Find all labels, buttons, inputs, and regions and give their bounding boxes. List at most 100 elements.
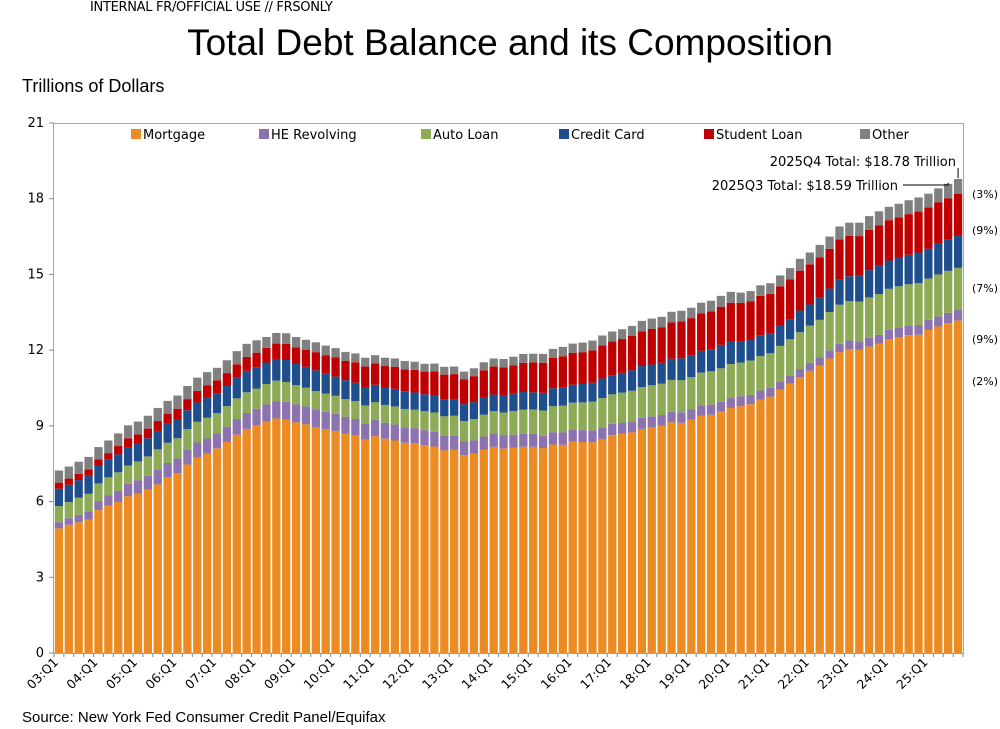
bar-segment-mortgage xyxy=(845,349,854,653)
bar-segment-he-revolving xyxy=(193,442,202,458)
bar-segment-student-loan xyxy=(242,356,251,371)
y-tick-label: 0 xyxy=(36,646,44,661)
bar-segment-he-revolving xyxy=(64,518,73,525)
x-tick-label: 09:Q1 xyxy=(261,655,298,692)
bar-segment-he-revolving xyxy=(924,319,933,330)
bar-segment-auto-loan xyxy=(400,408,409,428)
bar-segment-student-loan xyxy=(459,379,469,405)
bar-stack xyxy=(252,340,261,653)
annotation-q3-total: 2025Q3 Total: $18.59 Trillion xyxy=(712,179,898,194)
bar-segment-auto-loan xyxy=(84,493,93,512)
bar-segment-other xyxy=(420,363,429,372)
bar-segment-mortgage xyxy=(74,522,83,653)
bar-segment-he-revolving xyxy=(173,458,182,474)
bar-segment-credit-card xyxy=(262,362,271,384)
bar-stack xyxy=(430,363,439,653)
bar-segment-auto-loan xyxy=(815,319,824,358)
bar-segment-other xyxy=(934,188,943,203)
bar-segment-he-revolving xyxy=(657,415,666,426)
bar-segment-auto-loan xyxy=(114,472,123,491)
bar-segment-auto-loan xyxy=(538,410,548,436)
bar-stack xyxy=(193,377,202,653)
bar-stack xyxy=(153,407,162,653)
bar-stack xyxy=(212,367,222,653)
bar-segment-mortgage xyxy=(499,448,508,653)
bar-segment-mortgage xyxy=(232,434,241,653)
bar-segment-credit-card xyxy=(232,377,241,399)
bar-segment-student-loan xyxy=(845,235,854,277)
bar-segment-auto-loan xyxy=(687,377,696,410)
bar-segment-credit-card xyxy=(361,386,370,406)
y-axis-units-label: Trillions of Dollars xyxy=(22,76,165,96)
bar-stack xyxy=(538,353,548,653)
bar-stack xyxy=(785,268,795,653)
bar-stack xyxy=(331,348,340,653)
bar-segment-student-loan xyxy=(825,248,834,289)
bar-segment-he-revolving xyxy=(884,329,894,340)
bar-segment-other xyxy=(944,183,953,199)
bar-segment-other xyxy=(370,355,380,364)
bar-segment-other xyxy=(716,295,726,307)
bar-segment-credit-card xyxy=(509,393,518,411)
legend-item-credit-card: Credit Card xyxy=(559,128,645,143)
bar-segment-auto-loan xyxy=(736,362,745,397)
bar-segment-auto-loan xyxy=(380,404,390,423)
bar-stack xyxy=(450,366,459,653)
bar-segment-he-revolving xyxy=(914,324,923,335)
x-tick-label: 13:Q1 xyxy=(419,655,456,692)
bar-segment-auto-loan xyxy=(282,381,291,402)
bar-segment-student-loan xyxy=(133,434,143,444)
bar-segment-he-revolving xyxy=(934,316,943,327)
legend-item-mortgage: Mortgage xyxy=(131,128,205,143)
legend-label: Auto Loan xyxy=(433,128,499,143)
bar-segment-student-loan xyxy=(440,374,449,400)
bar-segment-student-loan xyxy=(538,362,548,393)
bar-segment-credit-card xyxy=(934,243,943,275)
bar-segment-mortgage xyxy=(588,442,597,653)
bar-stack xyxy=(795,258,805,653)
x-tick-label: 25:Q1 xyxy=(893,655,930,692)
bar-segment-mortgage xyxy=(380,438,390,653)
bar-segment-he-revolving xyxy=(815,357,824,366)
bar-segment-mortgage xyxy=(351,435,360,653)
bar-segment-credit-card xyxy=(736,341,745,363)
bar-segment-mortgage xyxy=(855,349,864,653)
bar-segment-auto-loan xyxy=(953,267,963,311)
bar-segment-credit-card xyxy=(459,404,469,422)
bar-segment-he-revolving xyxy=(123,483,133,497)
bar-segment-he-revolving xyxy=(321,411,330,430)
bar-segment-he-revolving xyxy=(232,419,241,435)
bar-segment-mortgage xyxy=(469,453,479,653)
bar-segment-other xyxy=(104,440,113,454)
bar-stack xyxy=(291,337,301,653)
bar-segment-other xyxy=(311,342,320,353)
bar-segment-credit-card xyxy=(499,395,508,413)
bar-stack xyxy=(173,395,182,653)
bar-segment-he-revolving xyxy=(133,480,143,494)
bar-stack xyxy=(509,356,518,653)
bar-stack xyxy=(272,332,281,653)
bar-stack xyxy=(380,357,390,653)
bar-segment-he-revolving xyxy=(795,369,805,378)
bar-segment-mortgage xyxy=(558,444,567,653)
bar-segment-auto-loan xyxy=(361,405,370,424)
bar-segment-credit-card xyxy=(242,370,251,393)
bar-segment-he-revolving xyxy=(440,435,449,451)
bar-segment-mortgage xyxy=(153,484,162,653)
bar-segment-he-revolving xyxy=(183,449,192,465)
bar-segment-credit-card xyxy=(598,378,607,399)
bar-segment-other xyxy=(687,307,696,319)
bar-stack xyxy=(410,361,419,653)
bar-segment-mortgage xyxy=(953,320,963,653)
bar-segment-other xyxy=(153,407,162,422)
bar-segment-other xyxy=(519,353,528,363)
bar-segment-other xyxy=(331,348,340,358)
bar-segment-he-revolving xyxy=(617,422,627,434)
bar-segment-auto-loan xyxy=(64,502,73,519)
bar-segment-student-loan xyxy=(894,217,903,258)
annotation-leader-line xyxy=(903,182,949,186)
bar-segment-mortgage xyxy=(894,337,903,653)
bar-segment-other xyxy=(529,353,538,363)
bar-segment-credit-card xyxy=(94,465,103,484)
bar-segment-mortgage xyxy=(657,425,666,653)
